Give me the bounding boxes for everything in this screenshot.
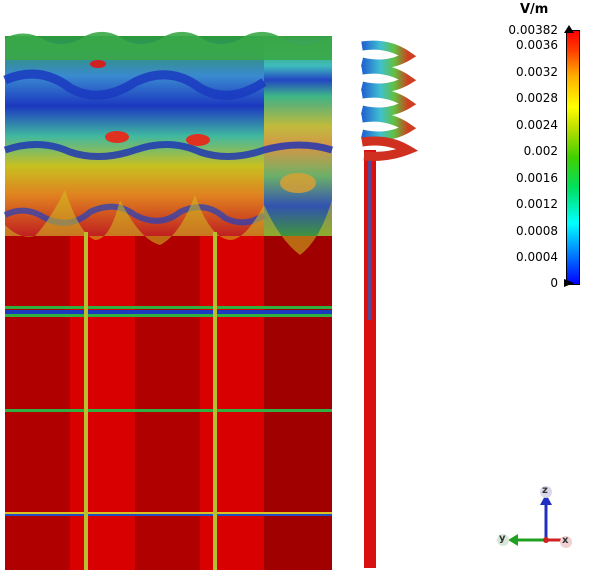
x-axis-label: x [562, 535, 569, 546]
z-axis-label: z [542, 485, 548, 496]
y-axis-badge [497, 534, 509, 546]
antenna-stem-core [368, 160, 372, 320]
vertical-wire-1 [84, 232, 88, 570]
antenna-stem [364, 150, 376, 568]
band-green-3 [5, 409, 332, 412]
colorbar-max-label: 0.00382 [508, 23, 558, 37]
colorbar-tick: 0.0024 [516, 118, 558, 132]
helix-coil-2 [360, 64, 417, 93]
wave-lower-edge [5, 190, 332, 255]
colorbar-tick: 0.0004 [516, 250, 558, 264]
dark-band-1 [5, 232, 70, 570]
band-blue-4 [5, 514, 332, 516]
wave-band-blue-2 [3, 140, 334, 161]
colorbar-unit: V/m [520, 2, 549, 17]
dark-band-3 [264, 232, 332, 570]
colorbar-tick: 0.0028 [516, 91, 558, 105]
hotspot-2 [186, 134, 210, 146]
wave-band-blue-3 [3, 203, 266, 226]
wave-surface-top [5, 31, 332, 60]
hotspot-4 [280, 173, 316, 193]
helix-coil-1 [360, 40, 417, 69]
band-blue-1 [5, 310, 332, 314]
helix-coil-3 [360, 88, 417, 117]
right-field-panel [264, 36, 332, 236]
z-axis-badge [540, 486, 552, 498]
axes-triad [497, 486, 572, 548]
colorbar-min-marker [564, 279, 574, 287]
hotspot-1 [105, 131, 129, 143]
band-green-1 [5, 306, 332, 309]
colorbar-max-marker [564, 25, 574, 33]
colorbar-tick: 0 [550, 276, 558, 290]
colorbar-tick: 0.0012 [516, 197, 558, 211]
colorbar-tick: 0.002 [523, 144, 558, 158]
vertical-wire-2 [213, 232, 217, 570]
hotspot-3 [90, 60, 106, 68]
band-green-2 [5, 314, 332, 317]
colorbar-tick: 0.0032 [516, 65, 558, 79]
band-yellow-4 [5, 512, 332, 514]
colorbar-tick: 0.0008 [516, 224, 558, 238]
helix-coil-4 [360, 112, 417, 141]
y-axis-label: y [499, 533, 506, 544]
helix-coil-5 [361, 136, 419, 161]
x-axis-badge [560, 536, 572, 548]
colorbar-gradient [566, 30, 580, 285]
wave-band-blue-1 [3, 69, 267, 100]
colorbar-tick: 0.0036 [516, 38, 558, 52]
colorbar-tick: 0.0016 [516, 171, 558, 185]
dark-band-2 [135, 232, 200, 570]
